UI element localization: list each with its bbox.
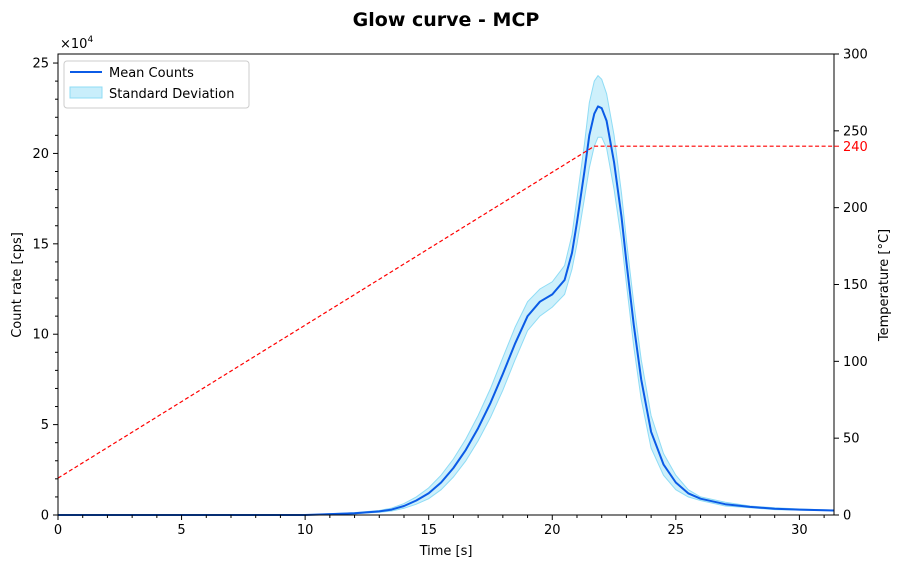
x-tick-label: 30 (791, 523, 808, 538)
y-axis-left-label: Count rate [cps] (10, 232, 25, 338)
multiplier-exponent: 4 (87, 35, 93, 45)
y-right-tick-label: 100 (843, 355, 868, 370)
x-tick-label: 10 (297, 523, 314, 538)
legend: Mean Counts Standard Deviation (63, 60, 250, 109)
x-tick-label: 0 (54, 523, 62, 538)
legend-label-mean-counts: Mean Counts (109, 66, 194, 81)
y-right-tick-label: 200 (843, 201, 868, 216)
legend-swatch-standard-deviation (69, 86, 103, 99)
chart-title: Glow curve - MCP (353, 9, 540, 31)
y-axis-multiplier: ×104 (60, 35, 93, 52)
y-right-tick-label: 250 (843, 124, 868, 139)
y-left-tick-label: 0 (41, 509, 49, 524)
x-axis-label: Time [s] (419, 544, 473, 559)
x-tick-label: 20 (544, 523, 561, 538)
legend-label-standard-deviation: Standard Deviation (109, 87, 234, 102)
y-left-tick-label: 20 (32, 147, 49, 162)
x-tick-label: 15 (420, 523, 437, 538)
multiplier-base: ×10 (60, 37, 87, 52)
series-temperature-line (57, 145, 834, 479)
y-right-tick-label: 50 (843, 432, 860, 447)
ticks-layer: 0 5 10 15 20 25 300510152025050100150200250300… (32, 48, 867, 539)
y-left-tick-label: 25 (32, 57, 49, 72)
y-left-tick-label: 5 (41, 418, 49, 433)
y-axis-right-label: Temperature [°C] (877, 229, 892, 342)
y-right-tick-label: 150 (843, 278, 868, 293)
y-left-tick-label: 10 (32, 328, 49, 343)
y-left-tick-label: 15 (32, 237, 49, 252)
legend-box (63, 60, 250, 109)
x-tick-label: 5 (177, 523, 185, 538)
temperature-plateau-label: 240 (843, 140, 868, 155)
y-right-tick-label: 0 (843, 509, 851, 524)
x-tick-label: 25 (668, 523, 685, 538)
y-right-tick-label: 300 (843, 48, 868, 63)
series-mean-counts-line (58, 105, 835, 516)
